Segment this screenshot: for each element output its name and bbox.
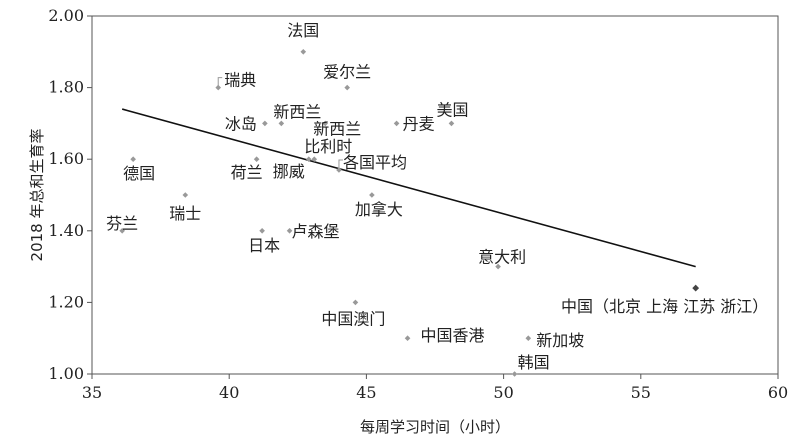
data-points [119,49,700,377]
x-tick-label: 55 [631,383,651,402]
point-label: 爱尔兰 [323,63,371,82]
point-label: 瑞典 [224,71,256,90]
point-label: 冰岛 [225,114,257,133]
data-point-marker [495,263,501,270]
point-label: 挪威 [273,162,305,181]
data-point-marker [286,228,293,234]
data-point-marker [393,120,400,127]
x-tick-label: 50 [493,383,513,402]
y-tick-label: 1.80 [48,78,84,97]
y-tick-label: 2.00 [48,6,84,25]
x-tick-label: 60 [768,383,788,402]
data-point-marker [322,120,329,127]
data-point-marker [259,228,265,234]
point-label: 中国（北京 上海 江苏 浙江） [561,297,768,316]
data-point-marker [692,284,700,292]
data-point-marker [305,156,312,162]
x-axis-ticks: 35 40 45 50 55 60 [82,374,788,402]
y-tick-label: 1.00 [48,364,84,383]
data-point-marker [253,156,260,162]
point-label: 美国 [436,100,468,119]
data-point-marker [404,335,411,341]
data-point-marker [511,371,518,377]
data-point-marker [119,228,125,234]
point-label: 新西兰 [273,102,321,121]
y-tick-label: 1.40 [48,221,84,240]
point-label: 中国香港 [421,326,485,345]
point-label: 中国澳门 [321,309,385,328]
point-label: 芬兰 [106,214,138,233]
point-label: 丹麦 [403,114,435,133]
point-label: 荷兰 [231,163,263,182]
trend-line [121,108,696,268]
data-point-marker [336,167,342,173]
label-leader-line [338,159,343,168]
y-axis-title: 2018 年总和生育率 [28,129,46,262]
point-label: 新加坡 [536,331,584,350]
data-point-marker [300,49,307,55]
x-tick-label: 45 [356,383,376,402]
y-tick-label: 1.20 [48,292,84,311]
data-point-marker [352,299,359,306]
point-label: 比利时 [304,137,352,156]
data-point-marker [262,120,268,127]
point-label: 德国 [123,164,155,183]
point-label: 瑞士 [169,204,201,223]
data-point-marker [525,335,532,341]
point-label: 各国平均 [343,153,407,172]
point-label: 新西兰 [313,119,361,138]
point-label: 日本 [248,236,280,255]
point-label: 意大利 [478,248,526,267]
point-label: 加拿大 [355,200,403,219]
data-point-marker [448,120,455,127]
y-tick-label: 1.60 [48,149,84,168]
point-label: 法国 [287,21,319,40]
data-point-marker [369,192,375,198]
x-tick-label: 40 [219,383,239,402]
point-label: 韩国 [518,353,550,372]
data-point-marker [311,156,318,162]
data-point-marker [278,120,285,127]
x-tick-label: 35 [82,383,102,402]
y-axis-ticks: 1.00 1.20 1.40 1.60 1.80 2.00 [48,6,92,383]
data-point-marker [182,192,189,198]
label-leader-line [217,77,223,86]
data-point-marker [215,84,222,91]
data-point-marker [344,84,350,91]
data-point-marker [130,156,136,162]
point-label: 卢森堡 [292,222,340,241]
x-axis-title: 每周学习时间（小时） [360,418,510,436]
